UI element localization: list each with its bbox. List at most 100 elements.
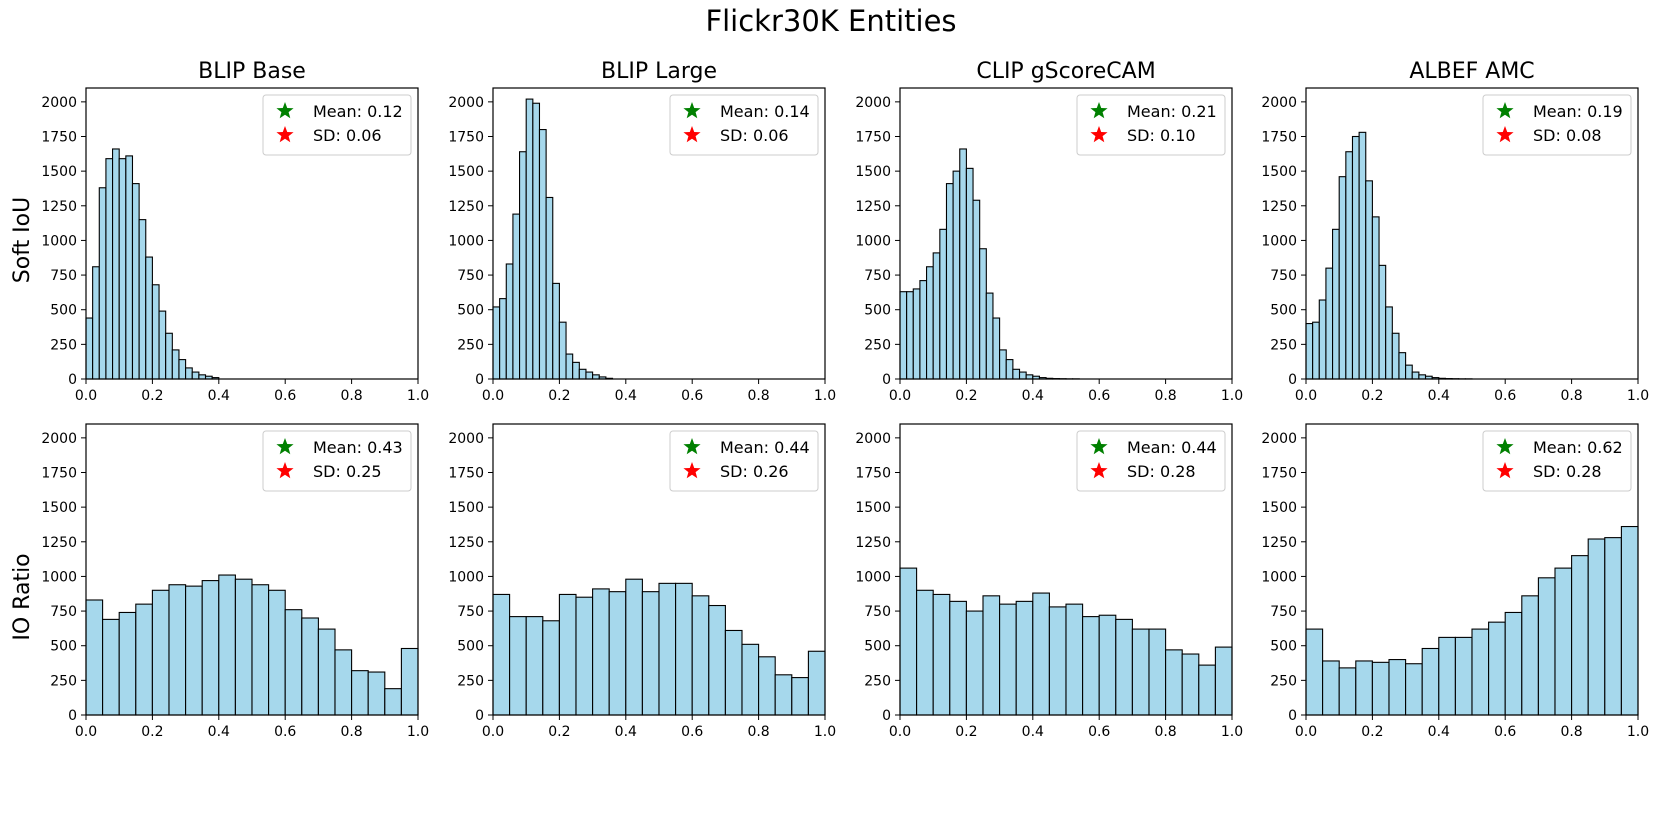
x-tick-label: 0.2 [141,724,163,740]
legend: Mean: 0.12 SD: 0.06 [262,94,412,156]
panels: BLIP Base0250500750100012501500175020000… [41,59,1649,740]
bar [1312,321,1320,380]
x-tick-label: 0.4 [1022,388,1044,404]
bar [545,196,554,380]
y-tick-label: 250 [864,673,891,689]
x-tick-label: 1.0 [1627,388,1649,404]
bar [1131,628,1150,716]
y-tick-label: 2000 [41,431,77,447]
panel-title: CLIP gScoreCAM [976,59,1155,84]
bar [1438,636,1456,716]
mean-star-icon [1090,102,1108,119]
bar [919,280,928,380]
y-tick-label: 1500 [41,164,77,180]
bar [1098,614,1117,716]
panel-title: BLIP Large [601,59,717,84]
legend-sd: SD: 0.10 [1127,126,1196,145]
x-tick-label: 0.0 [1295,724,1317,740]
bar [135,603,153,716]
y-tick-label: 500 [50,639,77,655]
bar [945,183,954,380]
mean-star-icon [683,102,701,119]
legend-box [669,94,819,156]
bar [724,629,743,716]
y-tick-label: 1250 [855,199,891,215]
x-tick-label: 1.0 [407,388,429,404]
bar [585,371,594,380]
figure-title: Flickr30K Entities [705,4,956,38]
bar [926,266,934,380]
bar [165,332,173,380]
x-tick-label: 1.0 [814,388,836,404]
y-tick-label: 1000 [448,569,484,585]
bar [972,199,981,380]
bar [1521,595,1539,716]
bar [558,593,577,716]
bar [151,284,160,380]
y-tick-label: 1750 [855,130,891,146]
bar [191,371,200,380]
x-tick-label: 0.2 [955,724,977,740]
axes-frame [85,423,419,716]
bar [171,349,180,380]
x-tick-label: 0.0 [482,724,504,740]
bar [1620,525,1639,716]
mean-star-icon [276,102,294,119]
bar [558,321,567,380]
bar [1351,135,1360,380]
bar [741,643,760,716]
y-tick-label: 0 [1288,372,1297,388]
bar [105,158,114,380]
x-tick-label: 0.4 [615,724,637,740]
bar [92,266,100,380]
x-tick-label: 0.2 [1361,724,1383,740]
bar [965,167,974,380]
y-tick-label: 500 [864,303,891,319]
row-label-soft-iou: Soft IoU [10,197,35,283]
y-tick-label: 1000 [1261,569,1297,585]
bar [1355,660,1373,716]
bars [899,567,1233,716]
y-tick-label: 0 [475,708,484,724]
y-tick-label: 0 [475,372,484,388]
bar [1148,628,1167,716]
bar [112,148,120,380]
mean-star-icon [276,438,294,455]
axes-frame [1305,423,1639,716]
bar [284,609,303,716]
bar [1604,537,1622,716]
bar [1065,603,1084,716]
y-tick-label: 500 [864,639,891,655]
bar [992,317,1001,380]
bar [932,593,951,716]
bar [1391,332,1400,380]
bar [525,616,544,716]
x-tick-label: 0.0 [889,724,911,740]
legend-box [262,94,412,156]
bar [985,292,994,380]
bar [301,617,319,716]
bar [118,158,127,380]
bar [592,588,610,716]
bar [1048,606,1067,716]
y-tick-label: 1250 [855,535,891,551]
legend-mean: Mean: 0.43 [313,438,403,457]
x-tick-label: 0.6 [274,724,296,740]
bar [959,148,967,380]
x-tick-label: 0.0 [75,724,97,740]
legend-box [1482,430,1632,492]
bar [1012,368,1021,380]
y-tick-label: 0 [882,708,891,724]
y-tick-label: 1750 [41,130,77,146]
legend-sd: SD: 0.28 [1127,462,1196,481]
bar [552,282,560,380]
axes-frame [492,423,826,716]
bar [758,656,776,716]
x-tick-label: 0.2 [141,388,163,404]
y-tick-label: 250 [864,337,891,353]
x-tick-label: 1.0 [1221,724,1243,740]
axes-frame [1305,87,1639,380]
bar [906,291,914,380]
bar [1032,592,1050,716]
